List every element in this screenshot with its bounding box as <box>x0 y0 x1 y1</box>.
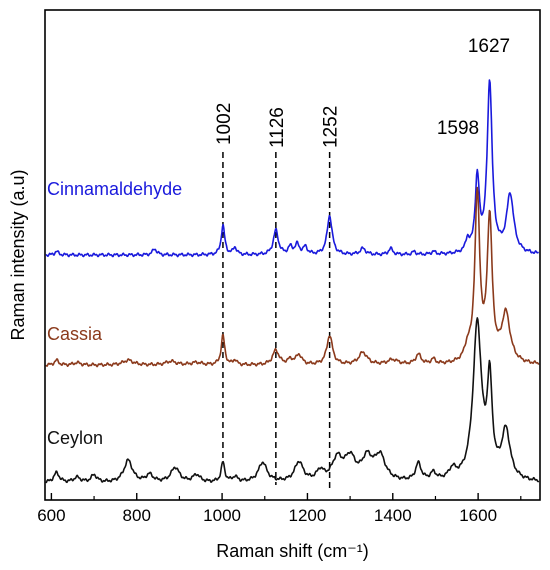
series-label-cassia: Cassia <box>47 324 103 344</box>
x-tick-label-1600: 1600 <box>459 506 497 525</box>
labels-layer: 600 800 1000 1200 1400 1600 1002 1126 1252 1598 16… <box>37 36 510 525</box>
peak-label-1627: 1627 <box>468 36 510 57</box>
reference-label-1002: 1002 <box>214 103 235 145</box>
reference-label-1126: 1126 <box>267 107 288 148</box>
x-tick-label-800: 800 <box>123 506 151 525</box>
series-line-ceylon <box>45 317 540 484</box>
x-tick-label-1200: 1200 <box>289 506 327 525</box>
x-axis-title: Raman shift (cm⁻¹) <box>216 541 369 561</box>
series-layer <box>45 79 540 484</box>
plot-frame <box>44 9 541 501</box>
series-label-ceylon: Ceylon <box>47 428 103 448</box>
x-tick-label-1400: 1400 <box>374 506 412 525</box>
reference-lines <box>222 152 331 490</box>
x-tick-label-1000: 1000 <box>203 506 241 525</box>
peak-label-1598: 1598 <box>437 118 479 139</box>
series-line-cassia <box>45 186 540 368</box>
series-line-cinnamaldehyde <box>45 79 539 258</box>
x-tick-label-600: 600 <box>37 506 65 525</box>
y-axis-title: Raman intensity (a.u) <box>8 169 28 340</box>
reference-label-1252: 1252 <box>321 106 342 148</box>
series-label-cinnamaldehyde: Cinnamaldehyde <box>47 179 182 199</box>
x-ticks <box>50 493 522 500</box>
